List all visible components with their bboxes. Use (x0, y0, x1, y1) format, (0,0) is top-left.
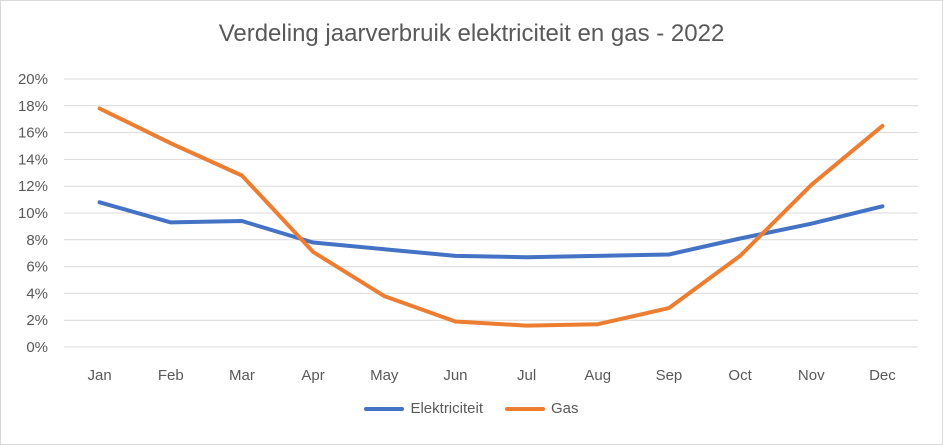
x-axis-ticks: Jan Feb Mar Apr May Jun Jul Aug Sep Oct Nov Dec (87, 367, 896, 384)
gridlines (64, 78, 918, 348)
x-tick-label: Aug (584, 367, 611, 384)
legend-swatch-gas (505, 406, 545, 411)
x-tick-label: May (370, 367, 399, 384)
y-axis-ticks: 0% 2% 4% 6% 8% 10% 12% 14% 16% 18% 20% (18, 71, 48, 356)
legend-swatch-elektriciteit (364, 406, 405, 411)
y-tick-label: 20% (18, 71, 48, 88)
y-tick-label: 6% (26, 259, 48, 276)
x-tick-label: Mar (229, 367, 255, 384)
legend-item-elektriciteit: Elektriciteit (364, 400, 483, 417)
x-tick-label: Dec (869, 367, 896, 384)
series-lines (97, 106, 885, 328)
x-tick-label: Oct (728, 367, 752, 384)
x-tick-label: Apr (301, 367, 324, 384)
y-tick-label: 18% (18, 98, 48, 115)
y-tick-label: 4% (26, 285, 48, 302)
series-line-gas (97, 106, 885, 328)
y-tick-label: 8% (26, 232, 48, 249)
x-tick-label: Jun (443, 367, 467, 384)
y-tick-label: 16% (18, 125, 48, 142)
legend-item-gas: Gas (505, 400, 579, 417)
x-tick-label: Nov (798, 367, 825, 384)
x-tick-label: Sep (656, 367, 683, 384)
x-tick-label: Jan (87, 367, 111, 384)
y-tick-label: 12% (18, 178, 48, 195)
x-tick-label: Jul (517, 367, 536, 384)
y-tick-label: 14% (18, 151, 48, 168)
legend-label-gas: Gas (551, 400, 579, 417)
y-tick-label: 10% (18, 205, 48, 222)
legend: Elektriciteit Gas (0, 400, 943, 417)
series-line-elektriciteit (97, 200, 885, 260)
y-tick-label: 2% (26, 312, 48, 329)
y-tick-label: 0% (26, 339, 48, 356)
x-tick-label: Feb (158, 367, 184, 384)
chart-title: Verdeling jaarverbruik elektriciteit en … (218, 20, 725, 47)
legend-label-elektriciteit: Elektriciteit (410, 400, 483, 417)
